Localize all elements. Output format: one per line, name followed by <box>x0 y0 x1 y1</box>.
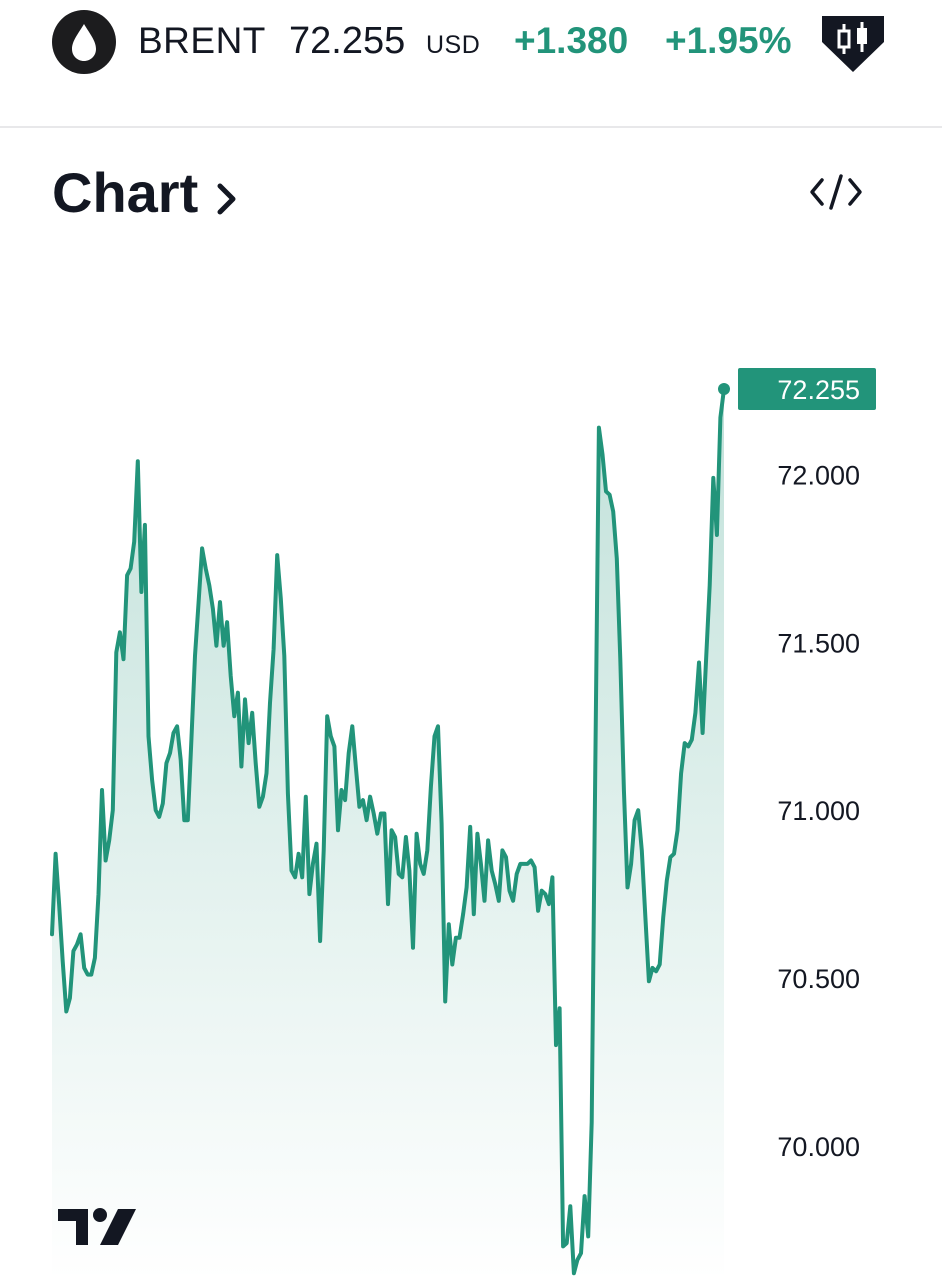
last-price-label: 72.255 <box>738 368 876 410</box>
last-price-marker <box>718 383 730 395</box>
quote-header: BRENT 72.255 USD +1.380 +1.95% <box>0 0 942 128</box>
candlestick-icon[interactable] <box>818 12 888 76</box>
tradingview-logo[interactable] <box>56 1205 138 1247</box>
symbol-name: BRENT <box>138 20 266 61</box>
y-tick-label: 71.500 <box>777 628 860 658</box>
section-title[interactable]: Chart <box>52 161 199 224</box>
oil-drop-icon <box>52 10 116 74</box>
y-tick-label: 70.500 <box>777 964 860 994</box>
price-area-fill <box>52 389 724 1280</box>
chevron-right-icon[interactable] <box>214 180 240 218</box>
price-currency: USD <box>426 31 481 59</box>
price-change-percent: +1.95% <box>665 20 792 61</box>
code-embed-icon[interactable] <box>806 170 866 214</box>
y-tick-label: 70.000 <box>777 1132 860 1162</box>
last-price-label-text: 72.255 <box>777 375 860 405</box>
price-line <box>50 387 726 1276</box>
last-price: 72.255 <box>289 20 406 62</box>
y-axis: 72.000 71.500 71.000 70.500 70.000 <box>777 461 860 1162</box>
y-tick-label: 72.000 <box>777 461 860 491</box>
y-tick-label: 71.000 <box>777 796 860 826</box>
price-change: +1.380 <box>514 20 629 61</box>
price-chart[interactable]: 72.000 71.500 71.000 70.500 70.000 72.255 <box>0 290 942 1280</box>
